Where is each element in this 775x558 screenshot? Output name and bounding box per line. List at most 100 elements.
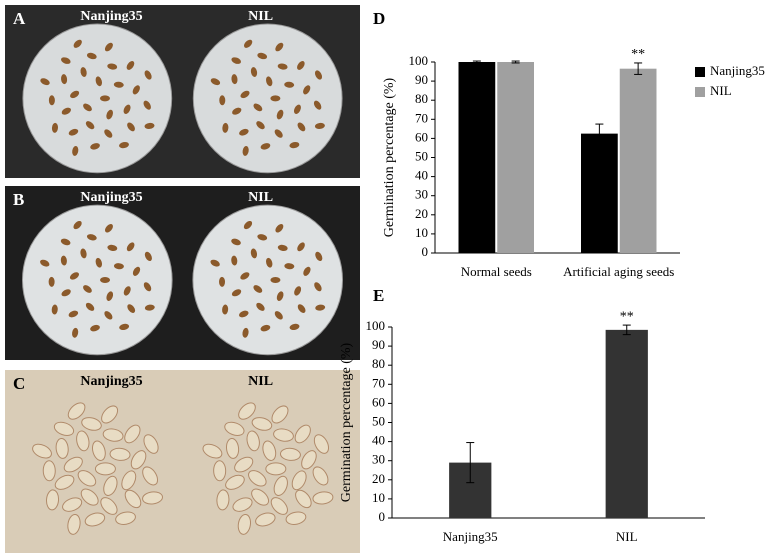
seed — [231, 74, 238, 85]
seed — [126, 242, 135, 252]
seed — [104, 224, 113, 233]
seed — [142, 466, 159, 486]
seed — [101, 405, 119, 424]
seed — [104, 129, 113, 138]
seed — [289, 141, 300, 149]
seed — [293, 104, 301, 114]
seed — [238, 310, 249, 318]
seed — [144, 304, 155, 311]
panel-label: E — [373, 286, 384, 305]
seed — [256, 121, 265, 130]
seed — [143, 282, 152, 292]
seed — [271, 405, 289, 424]
seed — [90, 143, 100, 150]
seed — [231, 289, 242, 297]
seed — [72, 145, 79, 156]
photo-label: Nanjing35 — [80, 9, 142, 24]
y-tick-label: 20 — [415, 206, 428, 221]
seed — [303, 85, 311, 95]
seed — [237, 513, 252, 535]
seed — [257, 52, 268, 60]
seed — [94, 462, 116, 476]
seed — [270, 497, 288, 515]
seed — [265, 462, 287, 476]
seed — [106, 109, 113, 120]
seed — [76, 430, 90, 452]
y-tick-label: 30 — [372, 452, 385, 467]
seed — [231, 238, 241, 246]
seed — [40, 259, 50, 267]
seed — [61, 289, 71, 297]
seed — [63, 456, 83, 473]
y-tick-label: 10 — [372, 490, 385, 505]
seed — [253, 285, 263, 293]
seed — [289, 323, 300, 331]
seed — [70, 90, 80, 99]
seed — [81, 417, 102, 431]
y-tick-label: 0 — [422, 244, 429, 259]
seed — [294, 286, 302, 296]
seed — [73, 39, 82, 48]
seed — [130, 450, 147, 470]
x-tick-label: Nanjing35 — [443, 529, 498, 544]
seed — [121, 470, 137, 491]
y-tick-label: 90 — [415, 72, 428, 87]
seed — [91, 440, 106, 461]
petri-dish — [192, 204, 344, 356]
seed — [266, 257, 273, 268]
y-tick-label: 60 — [415, 129, 428, 144]
seed — [142, 491, 163, 505]
y-tick-label: 10 — [415, 225, 428, 240]
seed — [243, 39, 253, 48]
seed — [255, 512, 276, 527]
seed — [277, 63, 288, 70]
y-tick-label: 80 — [372, 356, 385, 371]
y-tick-label: 70 — [415, 110, 428, 125]
petri-dish — [21, 204, 173, 356]
seed — [85, 121, 95, 130]
seed — [219, 276, 226, 287]
seed — [225, 474, 245, 490]
y-tick-label: 50 — [415, 148, 428, 163]
seed — [69, 272, 80, 280]
seed — [51, 122, 58, 133]
seed — [273, 428, 294, 442]
seed — [60, 238, 71, 246]
photo-label: NIL — [248, 374, 273, 389]
seed — [260, 324, 271, 332]
y-tick-label: 100 — [366, 318, 386, 333]
y-tick-label: 40 — [415, 168, 428, 183]
seed — [276, 109, 284, 120]
y-axis-label: Germination percentage (%) — [382, 77, 397, 237]
seed — [243, 220, 253, 230]
seed — [103, 475, 118, 496]
seed — [123, 104, 131, 114]
seed — [315, 251, 323, 262]
y-tick-label: 100 — [409, 53, 429, 68]
seed — [123, 286, 131, 296]
seed — [113, 263, 124, 270]
legend-label: NIL — [710, 83, 732, 98]
seed — [54, 474, 75, 490]
seed — [106, 291, 114, 301]
seed — [242, 327, 249, 338]
seed — [51, 304, 58, 315]
seed — [238, 402, 256, 420]
seed — [301, 450, 317, 470]
seed — [234, 456, 254, 473]
seed — [210, 259, 220, 267]
seed — [232, 107, 242, 115]
seed — [270, 95, 281, 102]
seed — [213, 460, 227, 482]
seed — [86, 52, 97, 60]
seed — [115, 511, 136, 525]
seed — [312, 466, 329, 486]
seed — [80, 67, 87, 77]
seed — [102, 428, 124, 442]
seed — [144, 70, 152, 80]
seed — [222, 304, 229, 315]
seed — [132, 266, 141, 276]
photo-label: NIL — [248, 190, 273, 205]
seed — [126, 61, 135, 70]
